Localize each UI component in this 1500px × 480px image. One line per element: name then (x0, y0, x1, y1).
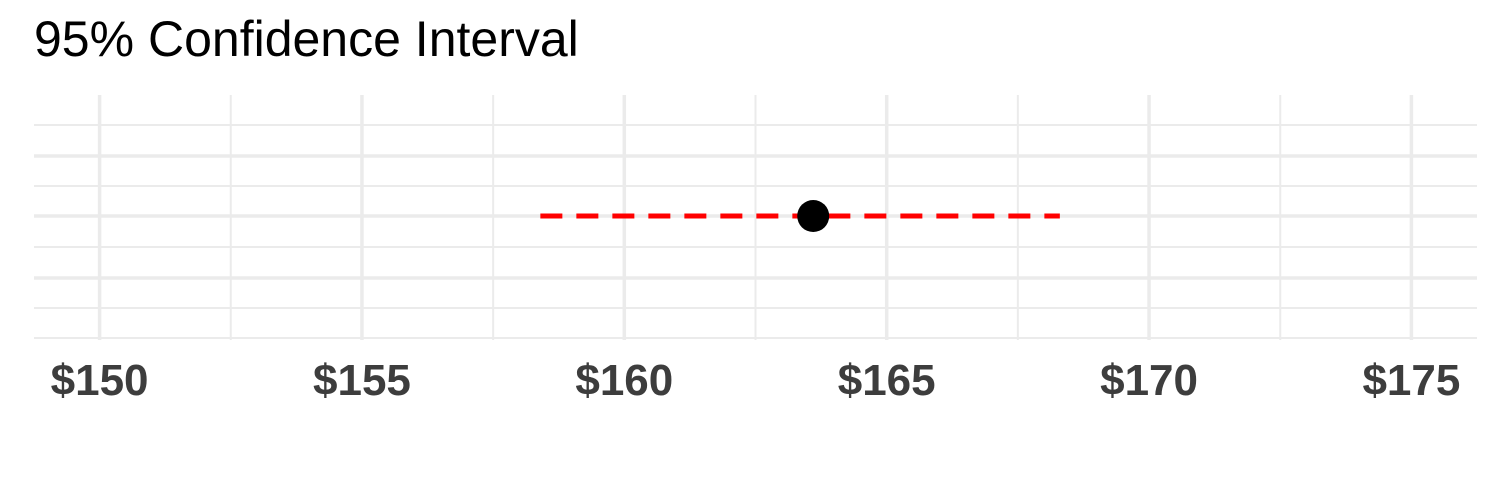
x-tick-label: $160 (575, 356, 673, 405)
x-axis-ticks: $150 $155 $160 $165 $170 $175 (51, 356, 1461, 405)
point-estimate (797, 200, 830, 232)
chart-title: 95% Confidence Interval (34, 11, 579, 67)
x-tick-label: $165 (838, 356, 936, 405)
x-tick-label: $150 (51, 356, 149, 405)
x-tick-label: $175 (1362, 356, 1460, 405)
marks (540, 200, 1060, 232)
x-tick-label: $170 (1100, 356, 1198, 405)
x-tick-label: $155 (313, 356, 411, 405)
grid (34, 95, 1477, 340)
